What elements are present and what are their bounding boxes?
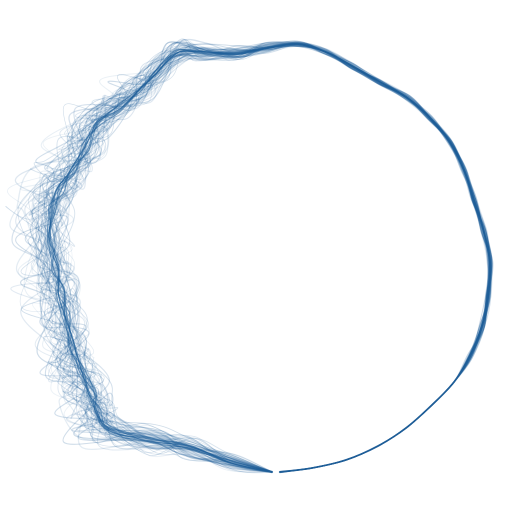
trace-line [48, 42, 491, 474]
trace-line [39, 42, 493, 473]
trace-line [23, 42, 491, 473]
trace-line [27, 38, 490, 473]
trace-core-line [49, 43, 492, 473]
trace-line [7, 45, 490, 473]
trace-line [40, 45, 493, 473]
trace-line [34, 42, 491, 474]
trace-line [21, 39, 492, 474]
trace-line [17, 43, 493, 473]
trace-line [32, 42, 490, 473]
trace-line [49, 41, 492, 473]
trace-line [43, 45, 492, 473]
trace-line [35, 43, 493, 473]
trace-line [19, 42, 493, 473]
trace-line [48, 42, 492, 473]
trace-line [49, 43, 490, 473]
trace-line [32, 41, 494, 473]
trace-line [44, 42, 492, 473]
trace-line [15, 45, 493, 473]
trace-line [35, 42, 490, 473]
trace-line [40, 42, 489, 473]
